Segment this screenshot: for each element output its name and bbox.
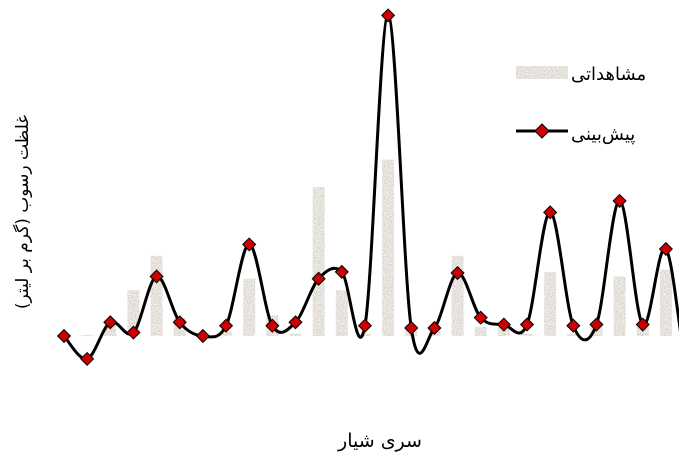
bar-observed-25 — [614, 276, 626, 336]
legend: مشاهداتی پیش‌بینی — [516, 64, 646, 145]
bar-observed-2 — [81, 335, 93, 336]
x-axis-title: سری شیار — [337, 430, 422, 452]
marker-predicted-7 — [197, 330, 210, 343]
bar-observed-5 — [151, 256, 163, 336]
y-axis-title: غلظت رسوب (گرم بر لیتر) — [12, 115, 33, 309]
legend-marker-predicted — [535, 124, 549, 138]
marker-predicted-14 — [359, 319, 372, 332]
bar-observed-21 — [521, 334, 533, 336]
bar-observed-22 — [544, 272, 556, 336]
bar-observed-9 — [243, 279, 255, 336]
bar-observed-11 — [290, 334, 302, 336]
marker-predicted-23 — [567, 319, 580, 332]
legend-label-predicted: پیش‌بینی — [571, 124, 635, 145]
bar-series — [58, 160, 672, 336]
bar-observed-15 — [382, 160, 394, 336]
legend-swatch-observed — [516, 66, 568, 79]
bar-observed-19 — [475, 327, 487, 336]
bar-observed-12 — [313, 187, 325, 336]
marker-predicted-15 — [382, 9, 395, 22]
legend-label-observed: مشاهداتی — [571, 64, 646, 85]
marker-predicted-25 — [613, 195, 626, 208]
marker-predicted-21 — [521, 318, 534, 331]
bar-observed-13 — [336, 290, 348, 336]
bar-observed-27 — [660, 270, 672, 336]
